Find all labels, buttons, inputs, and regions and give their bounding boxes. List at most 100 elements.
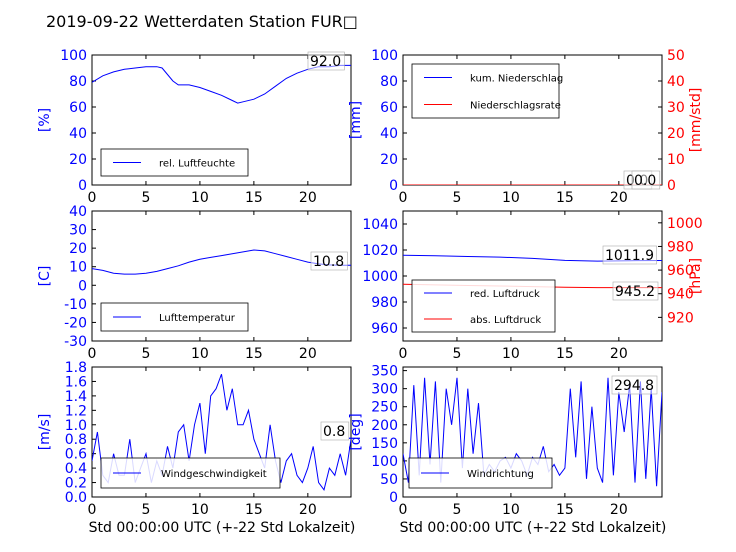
y2-tick-label: 0 bbox=[667, 178, 676, 194]
y-tick-label: 300 bbox=[371, 382, 398, 398]
y-tick-label: 20 bbox=[69, 152, 87, 168]
x-tick-label: 20 bbox=[610, 502, 628, 518]
y-tick-label: 50 bbox=[380, 472, 398, 488]
panel-temperature: 0 5 10 15 20 -30 -20 -10 0 10 20 30 40 [C] Lufttempera… bbox=[37, 204, 352, 362]
y-tick-label: 1.4 bbox=[65, 389, 87, 405]
panel-humidity: 0 5 10 15 20 0 20 40 60 80 100 [%] rel. Luftfeuchte 9… bbox=[37, 48, 352, 206]
y-tick-label: 1040 bbox=[362, 217, 398, 233]
x-tick-label: 15 bbox=[245, 346, 263, 362]
latest-value-box bbox=[631, 170, 661, 190]
legend-label: Niederschlagsrate bbox=[470, 101, 561, 112]
y-tick-label: 100 bbox=[371, 454, 398, 470]
legend-label: abs. Luftdruck bbox=[470, 315, 541, 326]
x-tick-label: 20 bbox=[610, 190, 628, 206]
y-tick-label: 960 bbox=[371, 321, 398, 337]
y-tick-label: -20 bbox=[64, 315, 87, 331]
latest-value-box bbox=[307, 51, 345, 71]
y2-tick-label: 920 bbox=[667, 310, 694, 326]
latest-value-label: 945.2 bbox=[615, 284, 655, 300]
y-tick-label: -10 bbox=[64, 297, 87, 313]
y-tick-label: 80 bbox=[380, 74, 398, 90]
panel-windspeed: 0 5 10 15 200.00.20.40.60.81.01.21.41.61.8[m… bbox=[37, 360, 352, 518]
x-axis-label-left: Std 00:00:00 UTC (+-22 Std Lokalzeit) bbox=[89, 520, 356, 536]
y2-tick-label: 40 bbox=[667, 74, 685, 90]
y-tick-label: 10 bbox=[69, 260, 87, 276]
series-line-0 bbox=[92, 249, 351, 275]
latest-value-box bbox=[320, 421, 350, 441]
y2-tick-label: 940 bbox=[667, 287, 694, 303]
y-tick-label: 1.0 bbox=[65, 418, 87, 434]
x-tick-label: 10 bbox=[191, 346, 209, 362]
y-tick-label: 100 bbox=[371, 48, 398, 64]
panel-pressure: 0 5 10 15 20 960 980 1000 1020 1040 920 940 960 980 10… bbox=[362, 210, 704, 362]
latest-value-label: 0.8 bbox=[323, 424, 345, 440]
latest-value-label: 1011.9 bbox=[605, 248, 654, 264]
y-tick-label: 1000 bbox=[362, 269, 398, 285]
y-tick-label: 40 bbox=[69, 126, 87, 142]
x-tick-label: 15 bbox=[245, 190, 263, 206]
y-axis-label: [C] bbox=[37, 266, 53, 287]
latest-value-label: 294.8 bbox=[614, 378, 654, 394]
legend-label: red. Luftdruck bbox=[470, 289, 540, 300]
panel-winddir: 0 5 10 15 20050100150200250300350[deg]Windri… bbox=[348, 364, 663, 518]
x-tick-label: 10 bbox=[191, 190, 209, 206]
latest-value-box bbox=[310, 251, 348, 271]
x-tick-label: 20 bbox=[299, 190, 317, 206]
x-tick-label: 15 bbox=[245, 502, 263, 518]
y-tick-label: 20 bbox=[380, 152, 398, 168]
legend-box bbox=[411, 279, 556, 333]
y2-tick-label: 980 bbox=[667, 239, 694, 255]
y-tick-label: 0 bbox=[78, 178, 87, 194]
y-tick-label: 0 bbox=[389, 178, 398, 194]
legend: Windrichtung bbox=[408, 457, 553, 489]
y2-tick-label: 30 bbox=[667, 100, 685, 116]
latest-value-label: 10.8 bbox=[313, 254, 344, 270]
x-tick-label: 0 bbox=[399, 502, 408, 518]
x-tick-label: 0 bbox=[399, 190, 408, 206]
x-tick-label: 10 bbox=[502, 346, 520, 362]
y2-tick-label: 1000 bbox=[667, 216, 703, 232]
y-axis-label: [m/s] bbox=[37, 414, 53, 451]
latest-value-label: 0.0 bbox=[634, 173, 656, 189]
y2-tick-label: 20 bbox=[667, 126, 685, 142]
y-tick-label: 0.6 bbox=[65, 447, 87, 463]
latest-value-label: 92.0 bbox=[310, 54, 341, 70]
y-tick-label: 1020 bbox=[362, 243, 398, 259]
y2-tick-label: 50 bbox=[667, 48, 685, 64]
series-line-0 bbox=[92, 64, 351, 104]
y-tick-label: 0.4 bbox=[65, 461, 87, 477]
y-tick-label: 0 bbox=[78, 278, 87, 294]
x-tick-label: 5 bbox=[452, 502, 461, 518]
y-tick-label: 1.8 bbox=[65, 360, 87, 376]
latest-value-box bbox=[612, 281, 659, 301]
y-tick-label: 980 bbox=[371, 295, 398, 311]
y-tick-label: 150 bbox=[371, 436, 398, 452]
y-tick-label: 250 bbox=[371, 400, 398, 416]
x-tick-label: 15 bbox=[556, 502, 574, 518]
y-tick-label: -30 bbox=[64, 334, 87, 350]
y-tick-label: 1.6 bbox=[65, 374, 87, 390]
figure-title: 2019-09-22 Wetterdaten Station FUR□ bbox=[46, 12, 358, 31]
x-tick-label: 5 bbox=[141, 190, 150, 206]
legend: rel. Luftfeuchte bbox=[100, 148, 249, 177]
x-tick-label: 20 bbox=[299, 502, 317, 518]
x-tick-label: 20 bbox=[299, 346, 317, 362]
y-tick-label: 0.8 bbox=[65, 432, 87, 448]
y-tick-label: 0 bbox=[389, 490, 398, 506]
y-tick-label: 1.2 bbox=[65, 403, 87, 419]
x-tick-label: 0 bbox=[88, 190, 97, 206]
y2-axis-label: [mm/std] bbox=[688, 88, 704, 153]
legend: kum. Niederschlag Niederschlagsrate bbox=[411, 63, 563, 119]
x-tick-label: 0 bbox=[88, 502, 97, 518]
y-tick-label: 100 bbox=[60, 48, 87, 64]
y-tick-label: 200 bbox=[371, 418, 398, 434]
latest-value-box bbox=[602, 245, 657, 265]
latest-value-box bbox=[611, 375, 658, 395]
x-tick-label: 20 bbox=[610, 346, 628, 362]
legend-label: Lufttemperatur bbox=[159, 313, 236, 324]
x-tick-label: 10 bbox=[502, 190, 520, 206]
legend: red. Luftdruck abs. Luftdruck bbox=[411, 279, 556, 333]
legend: Windgeschwindigkeit bbox=[100, 457, 281, 489]
